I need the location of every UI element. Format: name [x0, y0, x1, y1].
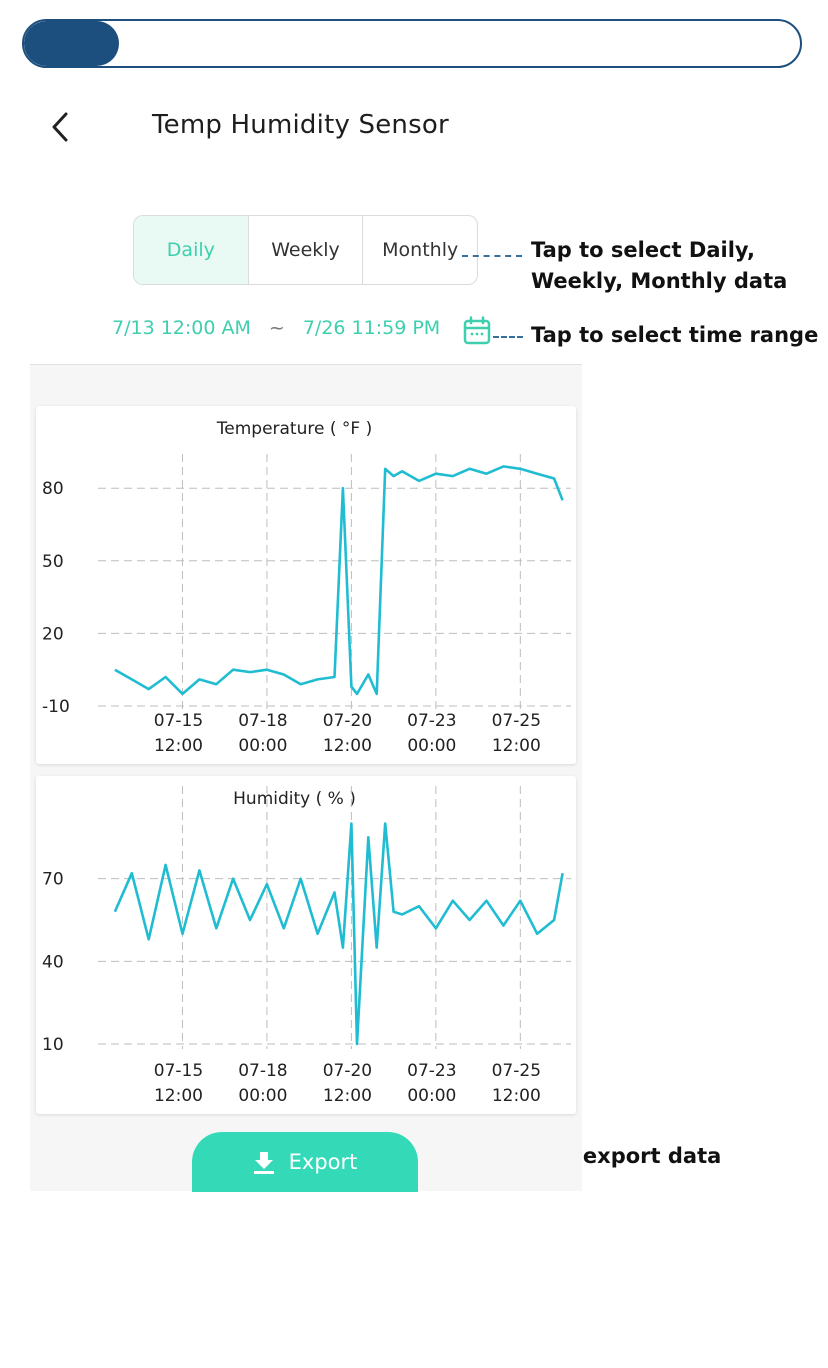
- x-tick-label: 00:00: [238, 1086, 287, 1106]
- annotation-time-range: Tap to select time range: [531, 323, 819, 347]
- calendar-icon: [463, 316, 491, 345]
- tab-weekly[interactable]: Weekly: [249, 216, 364, 284]
- tab-monthly[interactable]: Monthly: [382, 239, 459, 261]
- x-tick-label: 12:00: [323, 1086, 372, 1106]
- y-tick-label: 20: [42, 624, 64, 644]
- chevron-left-icon: [52, 112, 68, 142]
- date-range[interactable]: 7/13 12:00 AM ~7/26 11:59 PM: [112, 317, 440, 339]
- temperature-chart: Temperature ( °F ) 80 50 20 -10 07-15 12:00 07-…: [42, 419, 571, 756]
- y-tick-label: 70: [42, 870, 64, 890]
- x-tick-label: 07-20: [323, 1061, 372, 1081]
- x-tick-label: 07-25: [492, 1061, 541, 1081]
- x-tick-label: 00:00: [407, 736, 456, 756]
- x-tick-label: 07-18: [238, 1061, 287, 1081]
- export-button[interactable]: Export: [192, 1132, 418, 1192]
- annotation-tabs-line2: Weekly, Monthly data: [531, 269, 788, 293]
- x-tick-label: 07-25: [492, 711, 541, 731]
- y-tick-label: 40: [42, 952, 64, 972]
- tab-daily[interactable]: Daily: [134, 216, 249, 284]
- x-tick-label: 12:00: [492, 1086, 541, 1106]
- download-icon: [253, 1152, 274, 1174]
- back-button[interactable]: [44, 106, 80, 148]
- temperature-chart-card: Temperature ( °F ) 80 50 20 -10 07-15 12:00 07-…: [36, 406, 576, 764]
- progress-fill: [24, 21, 119, 66]
- x-tick-label: 07-15: [154, 1061, 203, 1081]
- x-tick-label: 00:00: [407, 1086, 456, 1106]
- y-tick-label: -10: [42, 697, 70, 717]
- y-tick-label: 80: [42, 479, 64, 499]
- x-tick-label: 07-20: [323, 711, 372, 731]
- date-range-end: 7/26 11:59 PM: [302, 317, 441, 339]
- date-range-separator: ~: [268, 317, 285, 339]
- annotation-connector-time-range: [493, 336, 523, 338]
- y-tick-label: 50: [42, 552, 64, 572]
- x-tick-label: 12:00: [492, 736, 541, 756]
- x-tick-label: 00:00: [238, 736, 287, 756]
- page-title: Temp Humidity Sensor: [152, 110, 449, 140]
- date-range-start: 7/13 12:00 AM: [112, 317, 251, 339]
- chart-title: Temperature ( °F ): [216, 419, 372, 439]
- x-tick-label: 07-23: [407, 1061, 456, 1081]
- chart-title: Humidity ( % ): [233, 789, 356, 809]
- x-tick-label: 12:00: [154, 1086, 203, 1106]
- annotation-connector-tabs: [462, 255, 522, 257]
- x-tick-label: 12:00: [323, 736, 372, 756]
- chart-panel: Temperature ( °F ) 80 50 20 -10 07-15 12:00 07-…: [30, 364, 582, 1192]
- x-tick-label: 07-18: [238, 711, 287, 731]
- humidity-chart-card: Humidity ( % ) 70 40 10 07-15 12:00 07-18 00:00…: [36, 776, 576, 1114]
- export-button-label: Export: [288, 1150, 358, 1174]
- x-tick-label: 07-23: [407, 711, 456, 731]
- calendar-button[interactable]: [463, 316, 491, 346]
- y-tick-label: 10: [42, 1035, 64, 1055]
- annotation-tabs-line1: Tap to select Daily,: [531, 238, 755, 262]
- x-tick-label: 07-15: [154, 711, 203, 731]
- progress-bar: [22, 19, 802, 68]
- x-tick-label: 12:00: [154, 736, 203, 756]
- period-tabs: Daily Weekly Monthly: [133, 215, 478, 285]
- humidity-chart: Humidity ( % ) 70 40 10 07-15 12:00 07-18 00:00…: [42, 786, 571, 1106]
- series-line: [113, 822, 564, 1046]
- series-line: [114, 465, 564, 696]
